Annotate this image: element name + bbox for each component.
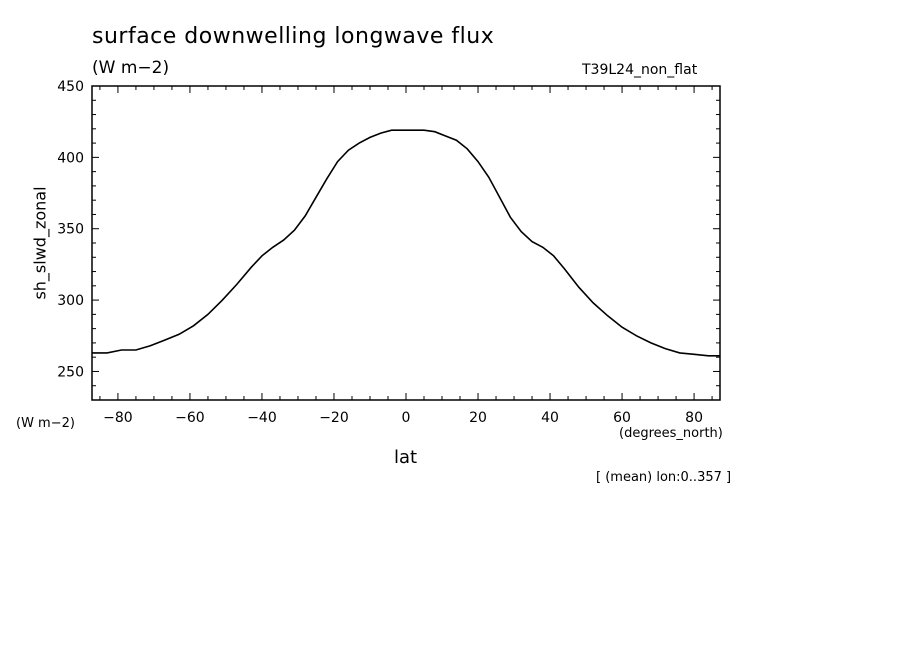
y-axis-units: (W m−2) [16, 416, 75, 431]
x-tick-label: 40 [541, 410, 559, 426]
x-tick-label: 20 [469, 410, 487, 426]
tick-labels: −80 −60 −40 −20 0 20 40 60 80 250 300 350 400 450 [57, 79, 703, 426]
x-tick-label: −40 [247, 410, 277, 426]
chart-units: (W m−2) [92, 58, 170, 78]
run-name: T39L24_non_flat [582, 62, 698, 78]
mean-note: [ (mean) lon:0..357 ] [596, 470, 732, 485]
axis-ticks [92, 85, 720, 400]
x-axis-units: (degrees_north) [619, 426, 723, 441]
x-axis-label: lat [394, 447, 418, 468]
x-tick-label: 0 [402, 410, 411, 426]
x-tick-label: −80 [103, 410, 133, 426]
y-tick-label: 350 [57, 222, 84, 238]
x-tick-label: −60 [175, 410, 205, 426]
x-tick-label: −20 [319, 410, 349, 426]
x-tick-label: 80 [685, 410, 703, 426]
y-tick-label: 250 [57, 364, 84, 380]
y-tick-label: 400 [57, 150, 84, 166]
plot-frame [91, 85, 721, 401]
x-tick-label: 60 [613, 410, 631, 426]
y-tick-label: 450 [57, 79, 84, 95]
series-line [92, 129, 720, 357]
y-tick-label: 300 [57, 293, 84, 309]
chart-title: surface downwelling longwave flux [92, 24, 495, 49]
